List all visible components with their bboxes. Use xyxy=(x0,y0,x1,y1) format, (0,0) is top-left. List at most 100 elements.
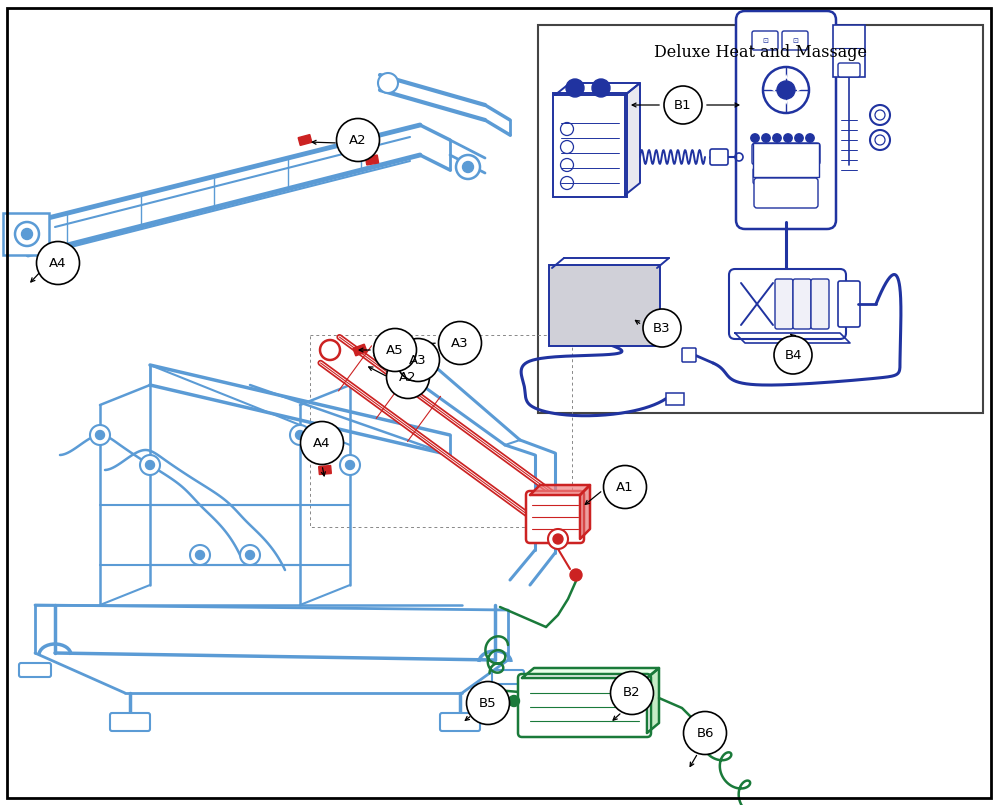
Circle shape xyxy=(684,712,726,754)
Circle shape xyxy=(762,134,770,142)
Circle shape xyxy=(246,551,254,559)
Polygon shape xyxy=(530,485,590,495)
Circle shape xyxy=(320,340,340,360)
Text: A2: A2 xyxy=(399,370,417,383)
Circle shape xyxy=(462,162,474,172)
Circle shape xyxy=(610,671,654,715)
Circle shape xyxy=(806,134,814,142)
Circle shape xyxy=(548,529,568,549)
Circle shape xyxy=(509,696,520,707)
FancyBboxPatch shape xyxy=(775,279,793,329)
Circle shape xyxy=(240,545,260,565)
Circle shape xyxy=(290,425,310,445)
Circle shape xyxy=(456,155,480,179)
Circle shape xyxy=(336,118,380,162)
Text: A2: A2 xyxy=(349,134,367,147)
FancyBboxPatch shape xyxy=(19,663,51,677)
Text: A4: A4 xyxy=(49,257,67,270)
FancyBboxPatch shape xyxy=(518,674,651,737)
FancyBboxPatch shape xyxy=(838,281,860,327)
Circle shape xyxy=(386,356,430,398)
Circle shape xyxy=(340,455,360,475)
FancyBboxPatch shape xyxy=(492,670,524,684)
Polygon shape xyxy=(365,155,379,165)
Circle shape xyxy=(196,551,205,559)
Circle shape xyxy=(374,328,416,371)
FancyBboxPatch shape xyxy=(833,25,865,77)
Text: ▶: ▶ xyxy=(797,88,801,93)
FancyBboxPatch shape xyxy=(754,178,818,208)
Text: ⊡: ⊡ xyxy=(792,38,798,43)
Text: Deluxe Heat and Massage: Deluxe Heat and Massage xyxy=(654,43,867,60)
Text: A3: A3 xyxy=(409,353,427,366)
FancyBboxPatch shape xyxy=(682,348,696,362)
FancyBboxPatch shape xyxy=(526,491,584,543)
Polygon shape xyxy=(522,668,659,678)
FancyBboxPatch shape xyxy=(440,713,480,731)
Text: B6: B6 xyxy=(696,726,714,740)
Text: ▼: ▼ xyxy=(784,101,788,105)
Polygon shape xyxy=(319,465,331,474)
FancyBboxPatch shape xyxy=(736,11,836,229)
Circle shape xyxy=(664,86,702,124)
FancyBboxPatch shape xyxy=(753,168,772,184)
FancyBboxPatch shape xyxy=(110,713,150,731)
FancyBboxPatch shape xyxy=(753,143,819,177)
Polygon shape xyxy=(298,134,312,146)
FancyBboxPatch shape xyxy=(752,31,778,50)
Circle shape xyxy=(466,682,510,725)
Circle shape xyxy=(643,309,681,347)
Circle shape xyxy=(784,134,792,142)
Circle shape xyxy=(777,81,795,99)
Circle shape xyxy=(15,222,39,246)
Circle shape xyxy=(553,534,563,544)
Circle shape xyxy=(190,545,210,565)
Circle shape xyxy=(566,79,584,97)
Circle shape xyxy=(751,134,759,142)
Bar xyxy=(538,25,983,413)
FancyBboxPatch shape xyxy=(774,168,793,184)
Text: ▲: ▲ xyxy=(784,75,788,80)
FancyBboxPatch shape xyxy=(752,143,820,165)
Circle shape xyxy=(774,336,812,374)
Circle shape xyxy=(604,465,646,509)
Text: A5: A5 xyxy=(386,344,404,357)
FancyBboxPatch shape xyxy=(729,269,846,339)
FancyBboxPatch shape xyxy=(838,63,860,77)
Polygon shape xyxy=(580,485,590,539)
Circle shape xyxy=(96,431,104,440)
Circle shape xyxy=(795,134,803,142)
Circle shape xyxy=(570,569,582,581)
Text: A4: A4 xyxy=(313,436,331,449)
Polygon shape xyxy=(555,83,640,95)
Polygon shape xyxy=(625,83,640,195)
Text: B2: B2 xyxy=(623,687,641,700)
Text: ⊡: ⊡ xyxy=(762,38,768,43)
Text: B5: B5 xyxy=(479,696,497,709)
FancyBboxPatch shape xyxy=(782,31,808,50)
Circle shape xyxy=(592,79,610,97)
FancyBboxPatch shape xyxy=(710,149,728,165)
Circle shape xyxy=(22,229,32,240)
Circle shape xyxy=(773,134,781,142)
Circle shape xyxy=(146,460,154,469)
Polygon shape xyxy=(647,668,659,733)
Text: A3: A3 xyxy=(451,336,469,349)
FancyBboxPatch shape xyxy=(811,279,829,329)
Circle shape xyxy=(36,242,80,284)
FancyBboxPatch shape xyxy=(795,168,814,184)
Text: B4: B4 xyxy=(784,349,802,361)
Text: A1: A1 xyxy=(616,481,634,493)
Circle shape xyxy=(140,455,160,475)
Circle shape xyxy=(296,431,304,440)
FancyBboxPatch shape xyxy=(666,393,684,405)
Circle shape xyxy=(300,422,344,464)
FancyBboxPatch shape xyxy=(3,213,49,255)
FancyBboxPatch shape xyxy=(549,265,660,346)
Circle shape xyxy=(378,73,398,93)
Circle shape xyxy=(396,338,440,382)
Circle shape xyxy=(438,321,481,365)
FancyBboxPatch shape xyxy=(793,279,811,329)
Text: ◀: ◀ xyxy=(771,88,775,93)
FancyBboxPatch shape xyxy=(553,93,627,197)
